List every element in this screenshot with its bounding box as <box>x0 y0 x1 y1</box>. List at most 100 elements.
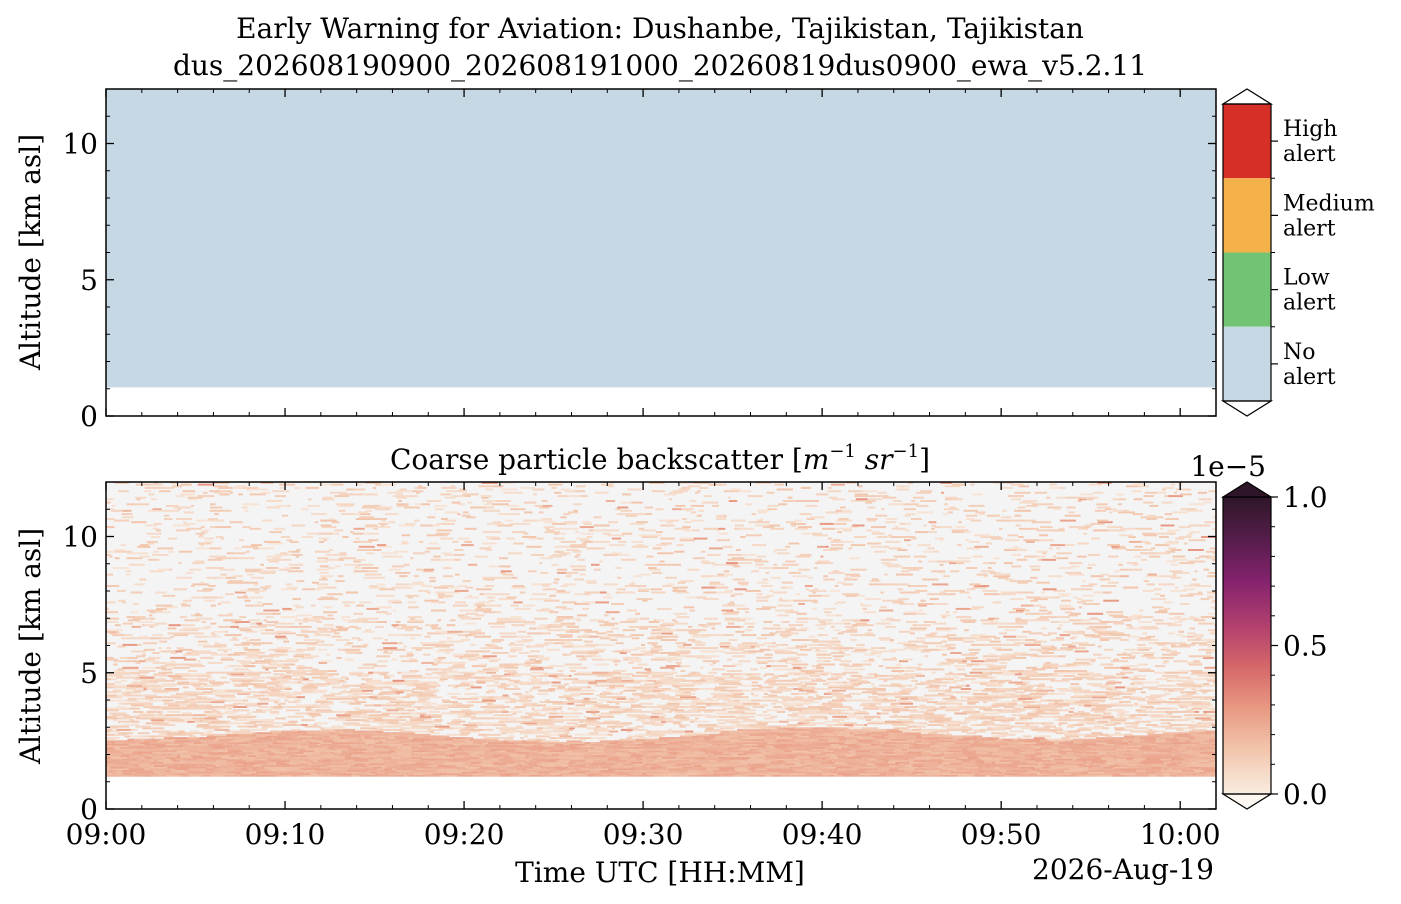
heatmap-cell <box>1006 763 1022 766</box>
heatmap-cell <box>665 719 673 722</box>
heatmap-cell <box>471 745 481 748</box>
heatmap-cell <box>855 750 871 753</box>
heatmap-cell <box>782 758 799 761</box>
heatmap-cell <box>1020 759 1035 762</box>
heatmap-cell <box>769 764 786 767</box>
heatmap-cell <box>677 751 681 754</box>
heatmap-cell <box>706 761 717 764</box>
heatmap-cell <box>478 771 487 774</box>
heatmap-cell <box>525 696 535 699</box>
heatmap-cell <box>832 750 849 753</box>
heatmap-cell <box>124 694 142 697</box>
heatmap-cell <box>904 706 917 708</box>
heatmap-cell <box>201 742 218 744</box>
heatmap-cell <box>359 727 373 730</box>
heatmap-cell <box>261 683 269 686</box>
heatmap-cell <box>768 689 773 692</box>
heatmap-cell <box>962 764 978 767</box>
heatmap-cell <box>189 681 205 684</box>
heatmap-cell <box>1104 709 1114 712</box>
heatmap-cell <box>1069 702 1081 705</box>
heatmap-cell <box>470 761 482 764</box>
heatmap-cell <box>435 751 440 754</box>
heatmap-cell <box>353 684 362 687</box>
heatmap-cell <box>617 753 627 756</box>
heatmap-cell <box>666 746 678 749</box>
heatmap-cell <box>281 732 286 735</box>
heatmap-cell <box>1081 759 1086 762</box>
heatmap-cell <box>723 699 734 702</box>
heatmap-cell <box>1010 774 1017 777</box>
heatmap-cell <box>548 715 563 718</box>
heatmap-cell <box>417 748 429 751</box>
heatmap-cell <box>188 768 206 771</box>
heatmap-cell <box>1196 686 1203 689</box>
heatmap-cell <box>367 761 384 764</box>
heatmap-cell <box>523 766 533 769</box>
heatmap-cell <box>774 768 787 771</box>
heatmap-cell <box>164 764 180 767</box>
heatmap-cell <box>607 701 613 704</box>
heatmap-cell <box>775 732 786 735</box>
heatmap-cell <box>213 707 228 710</box>
heatmap-cell <box>1130 714 1147 717</box>
heatmap-cell <box>433 706 449 708</box>
heatmap-cell <box>400 712 412 715</box>
heatmap-cell <box>473 763 480 766</box>
heatmap-cell <box>163 689 179 692</box>
heatmap-cell <box>500 683 506 686</box>
heatmap-cell <box>693 751 705 754</box>
heatmap-cell <box>520 761 525 764</box>
heatmap-cell <box>1203 740 1216 743</box>
heatmap-cell <box>473 751 485 754</box>
heatmap-cell <box>1049 686 1053 689</box>
heatmap-cell <box>532 753 545 756</box>
heatmap-cell <box>848 727 862 730</box>
heatmap-cell <box>685 706 698 708</box>
heatmap-cell <box>248 742 257 744</box>
heatmap-cell <box>781 689 792 692</box>
heatmap-cell <box>743 732 755 735</box>
heatmap-cell <box>756 714 771 717</box>
heatmap-cell <box>434 755 446 757</box>
heatmap-cell <box>1055 732 1063 735</box>
heatmap-cell <box>484 707 490 710</box>
heatmap-cell <box>810 697 814 700</box>
heatmap-cell <box>784 688 794 690</box>
heatmap-cell <box>1147 701 1164 704</box>
heatmap-cell <box>914 740 923 743</box>
heatmap-cell <box>170 769 184 772</box>
heatmap-cell <box>154 771 160 774</box>
heatmap-cell <box>179 704 188 707</box>
heatmap-cell <box>366 688 384 690</box>
heatmap-cell <box>267 753 275 756</box>
heatmap-cell <box>1037 686 1050 689</box>
heatmap-cell <box>924 712 934 715</box>
heatmap-cell <box>981 764 986 767</box>
heatmap-cell <box>1193 684 1202 687</box>
heatmap-cell <box>773 748 781 751</box>
heatmap-cell <box>499 714 513 717</box>
heatmap-cell <box>1214 766 1216 769</box>
heatmap-cell <box>924 683 933 686</box>
heatmap-cell <box>412 688 420 690</box>
heatmap-cell <box>1117 753 1124 756</box>
heatmap-cell <box>907 748 925 751</box>
heatmap-cell <box>734 706 745 708</box>
heatmap-cell <box>1002 771 1013 774</box>
heatmap-cell <box>338 755 345 757</box>
heatmap-cell <box>1161 768 1165 771</box>
heatmap-cell <box>692 755 709 757</box>
heatmap-cell <box>531 745 544 748</box>
heatmap-cell <box>1196 722 1202 725</box>
heatmap-cell <box>1105 683 1116 686</box>
heatmap-cell <box>736 751 744 754</box>
heatmap-cell <box>1057 774 1072 777</box>
heatmap-cell <box>266 742 273 744</box>
heatmap-cell <box>795 732 812 735</box>
heatmap-cell <box>1201 722 1216 725</box>
heatmap-cell <box>304 684 316 687</box>
heatmap-cell <box>665 737 683 740</box>
heatmap-cell <box>692 699 708 702</box>
heatmap-cell <box>411 746 418 749</box>
